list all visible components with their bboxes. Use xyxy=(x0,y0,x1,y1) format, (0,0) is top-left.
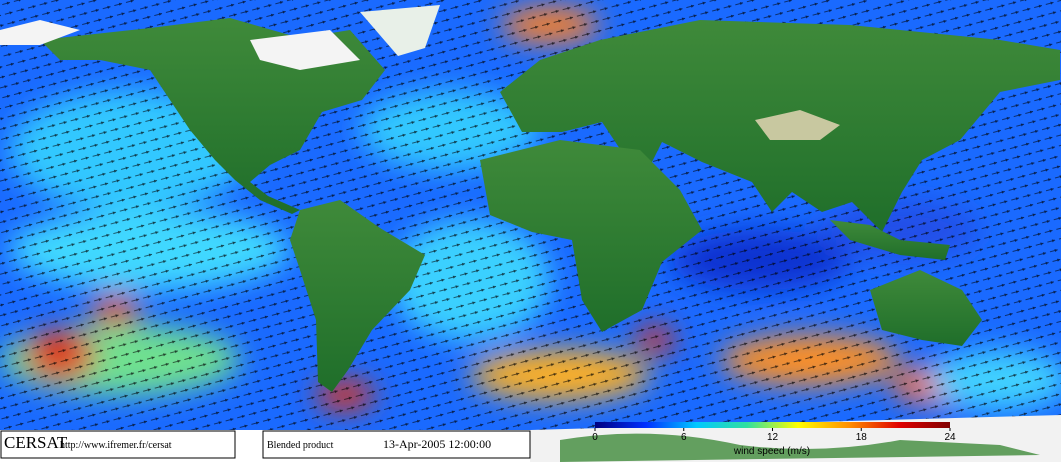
url: http://www.ifremer.fr/cersat xyxy=(60,440,172,451)
colorbar-tick-label: 0 xyxy=(592,432,598,443)
logo: CERSAT xyxy=(4,433,68,452)
colorbar-tick-label: 24 xyxy=(944,432,956,443)
product: Blended product xyxy=(267,440,334,451)
colorbar-bar xyxy=(595,422,950,428)
colorbar: wind speed (m/s) 0 6 12 18 24 xyxy=(592,422,956,457)
colorbar-tick-label: 12 xyxy=(767,432,779,443)
product-box xyxy=(262,430,531,459)
footer: CERSAT http://www.ifremer.fr/cersat Blen… xyxy=(0,430,531,462)
date: 13-Apr-2005 12:00:00 xyxy=(383,437,491,451)
colorbar-tick-label: 6 xyxy=(681,432,687,443)
logo-box xyxy=(0,430,236,459)
colorbar-tick-label: 18 xyxy=(856,432,868,443)
colorbar-label: wind speed (m/s) xyxy=(733,446,810,457)
